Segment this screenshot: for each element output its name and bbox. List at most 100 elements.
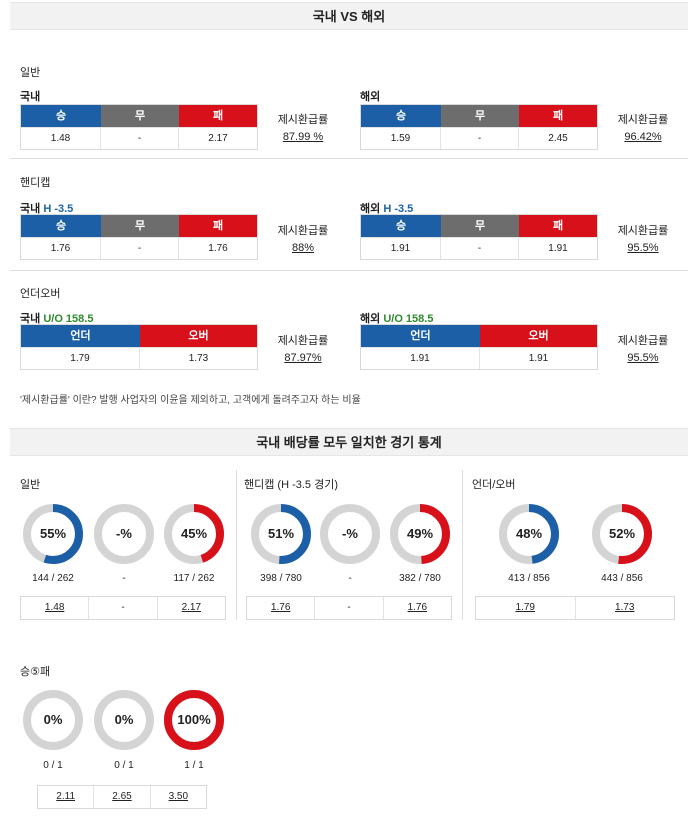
donut-percent-label: -%: [116, 526, 132, 541]
stat-count: 413 / 856: [508, 573, 550, 584]
odds-link[interactable]: 1.76: [407, 602, 428, 613]
donut-arc: [23, 504, 83, 564]
odds-link[interactable]: 1.48: [21, 597, 90, 619]
overunder-overseas-refund[interactable]: 95.5%: [627, 352, 659, 364]
win-odds: 1.91: [361, 237, 441, 259]
overunder-overseas-label: 해외 U/O 158.5: [360, 313, 434, 325]
column-divider: [462, 470, 463, 620]
draw-odds: -: [441, 237, 519, 259]
win-header: 승: [361, 105, 441, 127]
stat-count: 144 / 262: [32, 573, 74, 584]
stat-count: -: [122, 573, 126, 584]
section-title-general: 일반: [20, 67, 41, 79]
lose-odds: 2.17: [179, 127, 257, 149]
lose-odds: 1.76: [179, 237, 257, 259]
refund-label: 제시환급률: [617, 335, 669, 347]
odds-link[interactable]: 2.65: [94, 786, 151, 808]
donut-percent-label: 100%: [177, 712, 211, 727]
stat-count: 0 / 1: [43, 760, 63, 771]
win-odds: 1.48: [21, 127, 101, 149]
stats-handicap-odds-row: 1.76 - 1.76: [246, 596, 452, 620]
draw-header: 무: [441, 215, 519, 237]
stats-win5-odds-row: 2.11 2.65 3.50: [37, 785, 207, 809]
lose-header: 패: [519, 215, 597, 237]
draw-odds: -: [101, 237, 179, 259]
odds-link[interactable]: 1.73: [615, 602, 635, 613]
odds-link[interactable]: 1.79: [476, 597, 576, 619]
general-domestic-refund[interactable]: 87.99 %: [282, 131, 324, 143]
donut-chart: 45%: [163, 503, 225, 565]
draw-odds: -: [441, 127, 519, 149]
odds-link[interactable]: 3.50: [168, 791, 189, 802]
overunder-domestic-odds-table: 언더 오버 1.79 1.73: [20, 324, 258, 370]
page-title-bar: 국내 VS 해외: [10, 2, 688, 30]
general-overseas-label: 해외: [360, 91, 381, 103]
general-overseas-odds-table: 승 무 패 1.59 - 2.45: [360, 104, 598, 150]
lose-odds: 1.91: [519, 237, 597, 259]
refund-label: 제시환급률: [277, 114, 329, 126]
odds-value: -: [315, 597, 384, 619]
stat-count: 0 / 1: [114, 760, 134, 771]
stat-count: 398 / 780: [260, 573, 302, 584]
stats-overunder-odds-row: 1.79 1.73: [475, 596, 675, 620]
over-odds: 1.73: [140, 347, 257, 369]
odds-link[interactable]: 2.11: [38, 786, 95, 808]
section-title-handicap: 핸디캡: [20, 177, 51, 189]
donut-percent-label: 0%: [114, 712, 134, 727]
general-overseas-refund[interactable]: 96.42%: [624, 131, 662, 143]
odds-link[interactable]: 2.17: [181, 602, 202, 613]
stat-count: 117 / 262: [173, 573, 215, 584]
donut-percent-label: 52%: [608, 526, 636, 541]
lose-header: 패: [179, 105, 257, 127]
donut-svg: [23, 504, 83, 564]
handicap-overseas-label: 해외 H -3.5: [360, 203, 414, 215]
donut-arc: [592, 504, 652, 564]
handicap-domestic-refund[interactable]: 88%: [291, 242, 315, 254]
win-odds: 1.76: [21, 237, 101, 259]
donut-svg: [164, 504, 224, 564]
donut-chart: 0%: [93, 689, 155, 751]
donut-arc: [390, 504, 450, 564]
donut-chart: 0%: [22, 689, 84, 751]
donut-percent-label: 48%: [515, 526, 543, 541]
donut-chart: 55%: [22, 503, 84, 565]
odds-link[interactable]: 1.76: [247, 597, 316, 619]
donut-track: [23, 690, 83, 750]
donut-svg: [94, 504, 154, 564]
overunder-domestic-refund[interactable]: 87.97%: [284, 352, 322, 364]
donut-arc: [164, 690, 224, 750]
donut-percent-label: 51%: [267, 526, 295, 541]
donut-svg: [390, 504, 450, 564]
stats-general-title: 일반: [20, 479, 41, 491]
stat-count: 1 / 1: [184, 760, 204, 771]
donut-track: [94, 690, 154, 750]
stat-count: 443 / 856: [601, 573, 643, 584]
general-domestic-odds-table: 승 무 패 1.48 - 2.17: [20, 104, 258, 150]
stats-win5-title: 승⑤패: [20, 666, 51, 678]
donut-chart: 51%: [250, 503, 312, 565]
donut-svg: [164, 690, 224, 750]
section-title-overunder: 언더오버: [20, 288, 61, 300]
stats-overunder-title: 언더/오버: [472, 479, 516, 491]
refund-label: 제시환급률: [277, 335, 329, 347]
donut-chart: -%: [93, 503, 155, 565]
stats-title: 국내 배당률 모두 일치한 경기 통계: [256, 435, 442, 450]
donut-chart: 48%: [498, 503, 560, 565]
over-header: 오버: [480, 325, 597, 347]
handicap-overseas-refund[interactable]: 95.5%: [627, 242, 659, 254]
donut-svg: [251, 504, 311, 564]
draw-header: 무: [101, 105, 179, 127]
donut-svg: [23, 690, 83, 750]
under-header: 언더: [361, 325, 480, 347]
divider: [10, 270, 688, 271]
handicap-overseas-odds-table: 승 무 패 1.91 - 1.91: [360, 214, 598, 260]
donut-arc: [251, 504, 311, 564]
win-odds: 1.59: [361, 127, 441, 149]
refund-note: '제시환급률' 이란? 발행 사업자의 이윤을 제외하고, 고객에게 돌려주고자…: [20, 395, 361, 406]
under-odds: 1.91: [361, 347, 480, 369]
lose-header: 패: [519, 105, 597, 127]
stats-general-odds-row: 1.48 - 2.17: [20, 596, 226, 620]
donut-chart: -%: [319, 503, 381, 565]
donut-svg: [94, 690, 154, 750]
draw-header: 무: [101, 215, 179, 237]
